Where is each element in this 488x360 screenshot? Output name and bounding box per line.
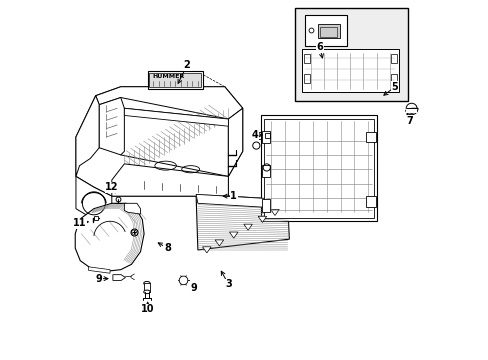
Polygon shape [215,240,223,246]
Bar [305,15,346,45]
Polygon shape [113,275,125,280]
Polygon shape [149,73,201,87]
Polygon shape [228,108,242,176]
Polygon shape [260,116,376,221]
Text: 10: 10 [141,304,154,314]
Text: 6: 6 [316,42,323,52]
Bar [264,134,269,138]
Bar [261,131,269,143]
Ellipse shape [143,282,150,285]
Ellipse shape [143,290,150,294]
Polygon shape [112,164,228,196]
Polygon shape [99,98,124,155]
Bar [303,54,309,63]
Bar [261,165,269,177]
Text: 1: 1 [230,191,237,201]
Polygon shape [124,203,140,214]
Bar [303,74,309,83]
Text: 7: 7 [405,116,412,126]
Polygon shape [264,119,373,218]
Polygon shape [147,71,203,89]
Text: 4: 4 [251,130,258,140]
Bar [261,199,269,212]
Bar [294,8,407,101]
Bar [390,54,396,63]
Text: 3: 3 [224,279,231,289]
Polygon shape [96,87,242,119]
Bar [366,132,376,142]
Text: 12: 12 [105,182,118,192]
Polygon shape [76,87,242,196]
Text: 2: 2 [183,60,190,70]
Polygon shape [196,194,289,209]
Bar [319,27,336,37]
Polygon shape [270,210,279,216]
Bar [390,74,396,83]
Polygon shape [202,247,211,253]
Bar [301,49,398,92]
Text: 9: 9 [96,274,102,284]
Polygon shape [121,108,228,176]
Polygon shape [406,108,416,113]
Text: 11: 11 [73,218,86,228]
Text: 9: 9 [190,283,197,293]
Bar [317,24,339,39]
Bar [254,132,260,139]
Bar [366,196,376,207]
Polygon shape [76,176,112,220]
Text: 5: 5 [391,82,398,92]
Polygon shape [88,267,110,273]
Polygon shape [258,216,266,222]
Wedge shape [405,108,417,115]
Polygon shape [76,96,99,176]
Polygon shape [196,194,289,250]
Polygon shape [143,283,150,292]
Polygon shape [244,224,252,230]
Text: 8: 8 [163,243,170,253]
Circle shape [179,276,187,285]
Polygon shape [124,108,228,126]
Polygon shape [75,203,144,271]
Text: HUMMER: HUMMER [152,74,184,79]
Polygon shape [229,232,238,238]
